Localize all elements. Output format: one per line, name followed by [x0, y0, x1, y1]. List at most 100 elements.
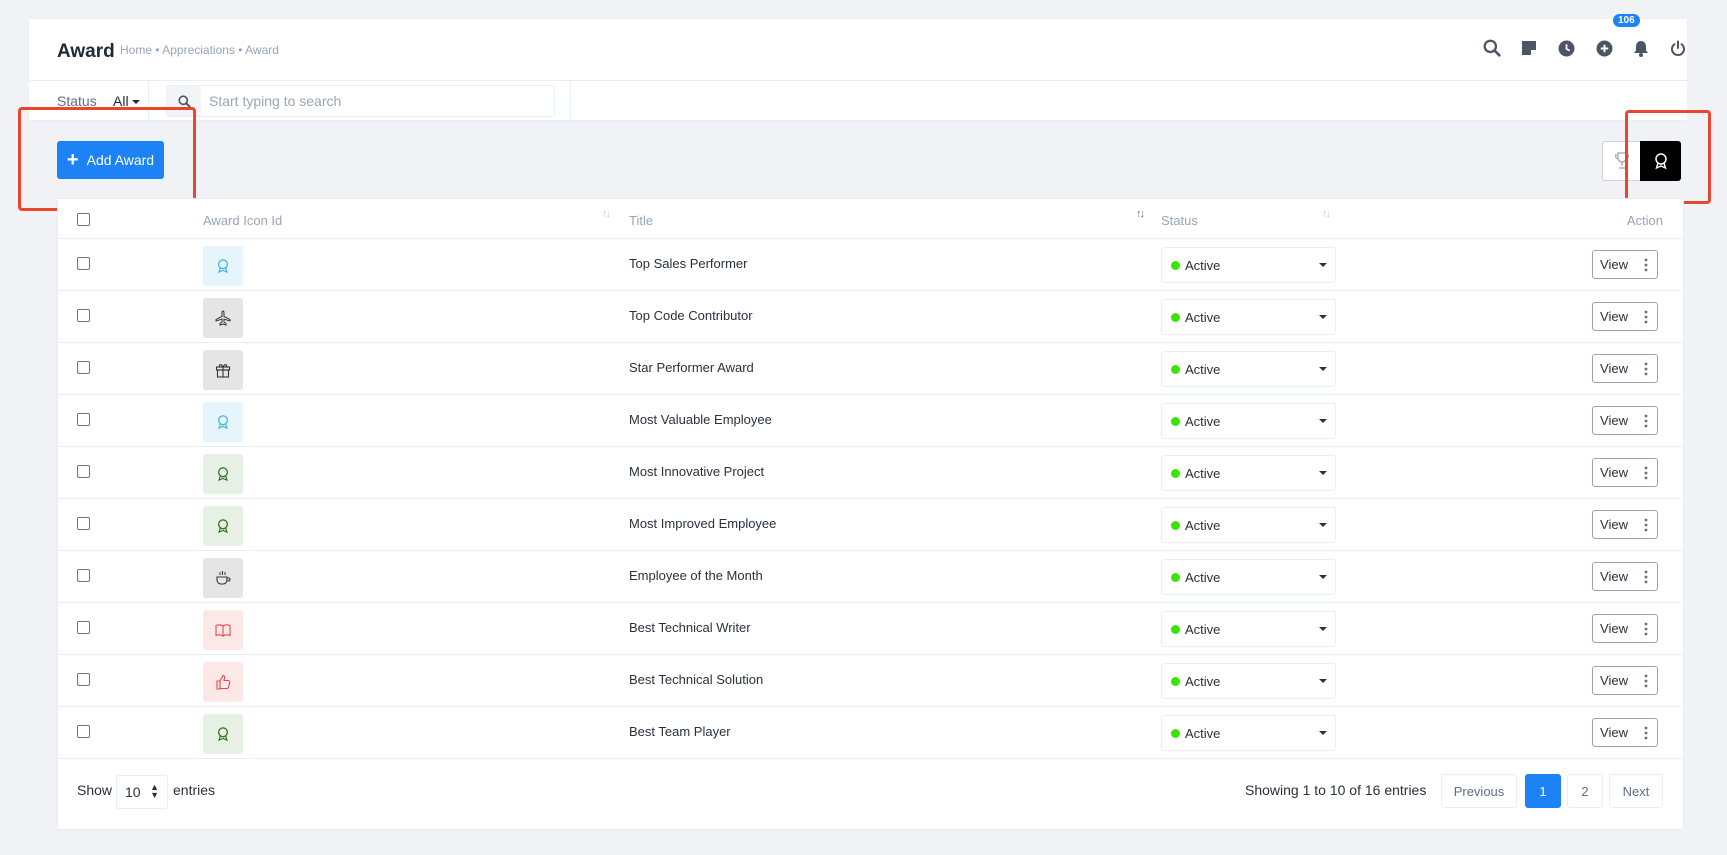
status-dropdown[interactable]: Active	[1161, 611, 1336, 647]
header-search-icon[interactable]	[1483, 39, 1501, 62]
caret-down-icon	[1319, 679, 1327, 683]
more-actions-button[interactable]	[1634, 718, 1658, 747]
view-button[interactable]: View	[1592, 458, 1636, 487]
more-actions-button[interactable]	[1634, 510, 1658, 539]
table-row: Star Performer Award Active View	[58, 343, 1683, 395]
row-checkbox[interactable]	[77, 465, 90, 478]
entries-per-page-select[interactable]: 10 ▲ ▼	[116, 775, 168, 809]
highlight-view-toggle	[1625, 110, 1711, 204]
row-checkbox[interactable]	[77, 725, 90, 738]
row-checkbox[interactable]	[77, 517, 90, 530]
bell-icon[interactable]	[1633, 40, 1649, 62]
notification-count-badge: 106	[1613, 14, 1640, 27]
power-icon[interactable]	[1670, 40, 1686, 62]
sort-icon[interactable]: ↑↓	[1322, 208, 1331, 220]
more-actions-button[interactable]	[1634, 666, 1658, 695]
gift-icon	[203, 350, 243, 390]
status-dropdown[interactable]: Active	[1161, 403, 1336, 439]
view-button[interactable]: View	[1592, 510, 1636, 539]
table-header: Award Icon Id ↑↓ Title ↑↓ Status ↑↓ Acti…	[58, 199, 1683, 239]
more-vertical-icon	[1644, 570, 1647, 583]
award-title: Top Sales Performer	[629, 256, 748, 271]
view-button[interactable]: View	[1592, 562, 1636, 591]
row-checkbox[interactable]	[77, 413, 90, 426]
more-actions-button[interactable]	[1634, 458, 1658, 487]
row-checkbox[interactable]	[77, 257, 90, 270]
view-button[interactable]: View	[1592, 666, 1636, 695]
row-checkbox[interactable]	[77, 569, 90, 582]
caret-down-icon	[1319, 523, 1327, 527]
status-dot-icon	[1171, 313, 1180, 322]
more-vertical-icon	[1644, 258, 1647, 271]
more-vertical-icon	[1644, 310, 1647, 323]
page-1-button[interactable]: 1	[1525, 774, 1561, 808]
more-vertical-icon	[1644, 622, 1647, 635]
more-vertical-icon	[1644, 518, 1647, 531]
plus-circle-icon[interactable]	[1596, 40, 1613, 62]
more-actions-button[interactable]	[1634, 302, 1658, 331]
sort-icon[interactable]: ↑↓	[1136, 208, 1145, 220]
status-dropdown[interactable]: Active	[1161, 299, 1336, 335]
column-title[interactable]: Title	[629, 213, 654, 228]
more-vertical-icon	[1644, 726, 1647, 739]
row-checkbox[interactable]	[77, 309, 90, 322]
more-actions-button[interactable]	[1634, 614, 1658, 643]
status-dropdown[interactable]: Active	[1161, 507, 1336, 543]
status-value: Active	[1185, 518, 1221, 533]
view-button[interactable]: View	[1592, 354, 1636, 383]
view-button[interactable]: View	[1592, 718, 1636, 747]
view-toggle	[1602, 141, 1682, 181]
divider	[570, 81, 571, 120]
status-value: Active	[1185, 570, 1221, 585]
column-status[interactable]: Status	[1161, 213, 1198, 228]
status-dropdown[interactable]: Active	[1161, 715, 1336, 751]
status-value: Active	[1185, 674, 1221, 689]
status-dropdown[interactable]: Active	[1161, 455, 1336, 491]
sticky-note-icon[interactable]	[1521, 40, 1537, 61]
status-dot-icon	[1171, 521, 1180, 530]
view-button[interactable]: View	[1592, 406, 1636, 435]
more-actions-button[interactable]	[1634, 354, 1658, 383]
row-checkbox[interactable]	[77, 621, 90, 634]
award-icon	[203, 506, 243, 546]
clock-icon[interactable]	[1558, 40, 1575, 62]
award-icon	[203, 246, 243, 286]
select-all-checkbox[interactable]	[77, 213, 90, 226]
more-actions-button[interactable]	[1634, 562, 1658, 591]
status-dropdown[interactable]: Active	[1161, 559, 1336, 595]
page-2-button[interactable]: 2	[1567, 774, 1603, 808]
search-input[interactable]: Start typing to search	[166, 85, 555, 117]
row-checkbox[interactable]	[77, 673, 90, 686]
view-button[interactable]: View	[1592, 302, 1636, 331]
page-header: Award Home • Appreciations • Award	[29, 19, 1687, 81]
status-dot-icon	[1171, 261, 1180, 270]
table-row: Best Technical Solution Active View	[58, 655, 1683, 707]
table-row: Best Technical Writer Active View	[58, 603, 1683, 655]
status-value: Active	[1185, 466, 1221, 481]
more-vertical-icon	[1644, 362, 1647, 375]
previous-page-button[interactable]: Previous	[1441, 774, 1517, 808]
award-title: Employee of the Month	[629, 568, 763, 583]
search-placeholder: Start typing to search	[209, 93, 342, 109]
view-button[interactable]: View	[1592, 250, 1636, 279]
entries-value: 10	[125, 784, 141, 800]
more-actions-button[interactable]	[1634, 406, 1658, 435]
more-actions-button[interactable]	[1634, 250, 1658, 279]
status-filter-dropdown[interactable]: All	[113, 93, 141, 109]
status-dropdown[interactable]: Active	[1161, 663, 1336, 699]
status-dropdown[interactable]: Active	[1161, 351, 1336, 387]
plane-icon	[203, 298, 243, 338]
status-dot-icon	[1171, 573, 1180, 582]
add-award-label: Add Award	[86, 152, 155, 168]
next-page-button[interactable]: Next	[1609, 774, 1663, 808]
add-award-button[interactable]: + Add Award	[57, 141, 164, 179]
award-view-button[interactable]	[1640, 141, 1681, 181]
status-dropdown[interactable]: Active	[1161, 247, 1336, 283]
more-vertical-icon	[1644, 414, 1647, 427]
view-button[interactable]: View	[1592, 614, 1636, 643]
table-row: Top Code Contributor Active View	[58, 291, 1683, 343]
sort-icon[interactable]: ↑↓	[602, 208, 611, 220]
column-award-icon-id[interactable]: Award Icon Id	[203, 213, 283, 228]
row-checkbox[interactable]	[77, 361, 90, 374]
entries-label: entries	[173, 782, 216, 798]
